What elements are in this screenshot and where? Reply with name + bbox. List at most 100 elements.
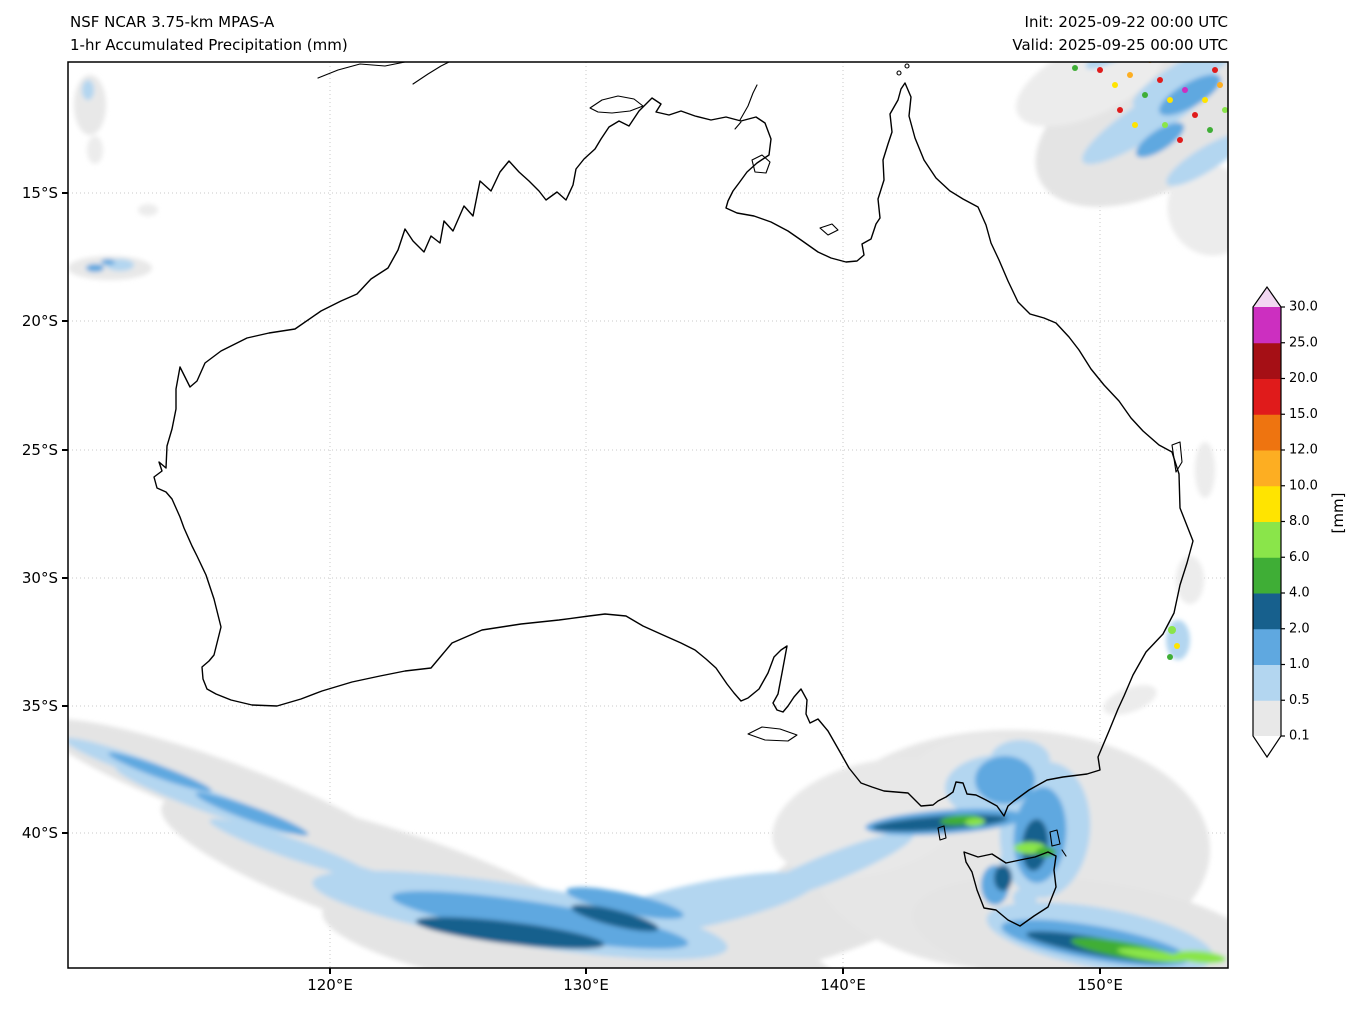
map-plot xyxy=(67,61,1229,969)
convective-cell-dot xyxy=(1192,112,1198,118)
colorbar-segment xyxy=(1253,664,1281,701)
y-tick-label: 25°S xyxy=(21,441,58,459)
timor-coastline xyxy=(317,62,450,85)
colorbar-extend-over xyxy=(1253,287,1281,307)
precipitation-field xyxy=(68,62,1228,968)
y-tick-label: 35°S xyxy=(21,697,58,715)
colorbar-tick-label: 30.0 xyxy=(1289,300,1318,315)
y-tick-mark xyxy=(62,320,68,322)
precip-cell xyxy=(1176,556,1204,604)
plot-border xyxy=(67,61,1229,969)
y-tick-label: 15°S xyxy=(21,184,58,202)
init-time-label: Init: 2025-09-22 00:00 UTC xyxy=(1024,13,1228,31)
x-tick-label: 150°E xyxy=(1077,976,1123,994)
colorbar-tick-label: 25.0 xyxy=(1289,335,1318,350)
precip-cell xyxy=(1103,685,1157,715)
colorbar-tick-label: 20.0 xyxy=(1289,371,1318,386)
precip-cell xyxy=(101,259,115,265)
precip-cell xyxy=(1132,62,1228,108)
convective-cell-dot xyxy=(1112,82,1118,88)
figure-time-block: Init: 2025-09-22 00:00 UTC Valid: 2025-0… xyxy=(1012,11,1228,57)
colorbar-tick-label: 6.0 xyxy=(1289,550,1310,565)
precip-cell xyxy=(965,817,985,827)
x-tick-label: 130°E xyxy=(563,976,609,994)
colorbar-segment xyxy=(1253,628,1281,665)
y-tick-mark xyxy=(62,449,68,451)
convective-cell-dot xyxy=(1127,72,1133,78)
precip-cell xyxy=(571,904,659,932)
kangaroo-island-coastline xyxy=(747,726,798,742)
groote-eylandt-coastline xyxy=(751,154,771,174)
colorbar-segment xyxy=(1253,593,1281,630)
precip-cell xyxy=(86,264,104,272)
melville-island-coastline xyxy=(589,95,644,114)
precip-cell xyxy=(1135,122,1185,158)
precip-cell xyxy=(391,891,689,949)
x-tick-mark xyxy=(585,968,587,974)
convective-cell-dot xyxy=(1177,137,1183,143)
colorbar-segment xyxy=(1253,450,1281,487)
colorbar-segment xyxy=(1253,521,1281,558)
convective-cell-dot xyxy=(1167,654,1173,660)
precip-cell xyxy=(415,917,605,949)
precip-cell xyxy=(1167,164,1228,256)
x-tick-mark xyxy=(329,968,331,974)
convective-cell-dot xyxy=(1117,107,1123,113)
colorbar-segment xyxy=(1253,557,1281,594)
colorbar-segment xyxy=(1253,414,1281,451)
colorbar-unit-label: [mm] xyxy=(1329,492,1347,534)
colorbar-tick-label: 4.0 xyxy=(1289,586,1310,601)
colorbar-tick-label: 2.0 xyxy=(1289,621,1310,636)
colorbar-extend-under xyxy=(1253,736,1281,757)
precip-cell xyxy=(1166,134,1228,186)
colorbar-segment xyxy=(1253,700,1281,737)
colorbar-segment xyxy=(1253,378,1281,415)
precip-cell xyxy=(1159,74,1221,116)
precip-cell xyxy=(108,752,212,792)
convective-cell-dot xyxy=(1157,77,1163,83)
x-tick-label: 120°E xyxy=(307,976,353,994)
y-tick-label: 30°S xyxy=(21,569,58,587)
x-tick-mark xyxy=(842,968,844,974)
y-tick-mark xyxy=(62,577,68,579)
convective-cell-dot xyxy=(1202,97,1208,103)
convective-cell-dot xyxy=(1212,67,1218,73)
precip-cell xyxy=(566,887,684,919)
precip-cell xyxy=(994,865,1012,891)
convective-cell-dot xyxy=(1097,67,1103,73)
y-tick-mark xyxy=(62,832,68,834)
gridlines xyxy=(68,62,1228,968)
convective-cell-dot xyxy=(1182,87,1188,93)
figure-title-block: NSF NCAR 3.75-km MPAS-A 1-hr Accumulated… xyxy=(70,11,348,57)
colorbar-tick-label: 10.0 xyxy=(1289,478,1318,493)
convective-cells xyxy=(1072,62,1228,660)
precip-cell xyxy=(1166,620,1190,660)
mornington-island-coastline xyxy=(819,223,839,236)
precip-cell xyxy=(746,831,914,905)
y-tick-mark xyxy=(62,192,68,194)
torres-strait-island xyxy=(896,70,902,76)
torres-strait-island xyxy=(904,63,910,69)
precip-cell xyxy=(1013,888,1037,908)
model-title: NSF NCAR 3.75-km MPAS-A xyxy=(70,13,275,31)
tasmania-coastline xyxy=(963,851,1057,927)
y-tick-label: 40°S xyxy=(21,824,58,842)
y-tick-label: 20°S xyxy=(21,312,58,330)
colorbar: 30.0 25.0 20.0 15.0 12.0 10.0 8.0 6.0 4.0 2.0 1.0 0… xyxy=(1252,285,1318,759)
precip-cell xyxy=(1195,442,1215,498)
king-island-coastline xyxy=(937,825,947,841)
colorbar-tick-label: 12.0 xyxy=(1289,443,1318,458)
colorbar-tick-label: 15.0 xyxy=(1289,407,1318,422)
convective-cell-dot xyxy=(1222,107,1228,113)
precip-cell xyxy=(1016,62,1164,127)
convective-cell-dot xyxy=(1162,122,1168,128)
convective-cell-dot xyxy=(1072,65,1078,71)
convective-cell-dot xyxy=(1174,643,1180,649)
precip-cell xyxy=(87,136,103,164)
colorbar-tick-label: 1.0 xyxy=(1289,657,1310,672)
wessel-islands-coastline xyxy=(734,84,758,130)
flinders-island-coastline xyxy=(1049,829,1067,857)
australia-coastline xyxy=(153,82,1194,817)
x-tick-label: 140°E xyxy=(820,976,866,994)
